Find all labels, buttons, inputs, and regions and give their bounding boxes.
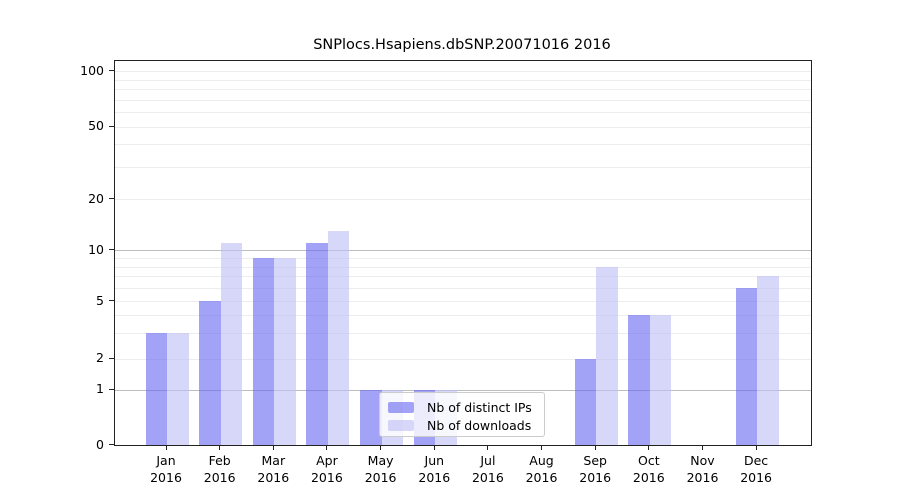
bar-ips-apr xyxy=(306,243,328,445)
x-tick-mark-sep xyxy=(594,445,596,450)
bar-ips-feb xyxy=(199,301,221,445)
x-tick-label-nov: Nov 2016 xyxy=(686,453,719,485)
legend-label: Nb of downloads xyxy=(427,417,532,433)
gridline-y-60 xyxy=(115,112,811,113)
legend: Nb of distinct IPs Nb of downloads xyxy=(379,392,545,437)
gridline-y-2 xyxy=(115,358,811,360)
gridline-y-3 xyxy=(115,333,811,335)
y-tick-label-1: 1 xyxy=(96,381,104,396)
legend-label: Nb of distinct IPs xyxy=(427,399,532,415)
bar-downloads-jan xyxy=(167,333,189,445)
chart-title: SNPlocs.Hsapiens.dbSNP.20071016 2016 xyxy=(313,37,611,53)
x-tick-mark-jan xyxy=(165,445,167,450)
x-tick-label-jan: Jan 2016 xyxy=(150,453,182,485)
y-tick-mark-2 xyxy=(109,357,114,359)
legend-item-distinct-ips: Nb of distinct IPs xyxy=(388,399,536,415)
x-tick-label-jun: Jun 2016 xyxy=(418,453,451,485)
bar-downloads-mar xyxy=(274,258,296,445)
gridline-major-y-1 xyxy=(115,389,811,391)
y-tick-label-20: 20 xyxy=(88,190,104,206)
gridline-y-8 xyxy=(115,266,811,268)
bar-ips-jan xyxy=(145,333,167,445)
y-tick-label-100: 100 xyxy=(80,62,104,78)
x-tick-label-oct: Oct 2016 xyxy=(632,453,665,485)
y-tick-label-0: 0 xyxy=(96,436,104,452)
x-tick-mark-apr xyxy=(326,445,328,450)
y-tick-mark-100 xyxy=(109,70,114,71)
y-tick-mark-50 xyxy=(109,125,114,127)
gridline-y-4 xyxy=(115,315,811,316)
bar-ips-oct xyxy=(628,315,650,445)
gridline-y-70 xyxy=(115,99,811,101)
bar-downloads-dec xyxy=(757,276,779,445)
y-tick-mark-1 xyxy=(109,388,114,390)
x-tick-mark-mar xyxy=(272,445,274,450)
gridline-y-5 xyxy=(115,301,811,302)
x-tick-mark-jun xyxy=(433,445,435,450)
x-tick-mark-aug xyxy=(541,445,542,450)
gridline-y-6 xyxy=(115,287,811,289)
x-tick-label-jul: Jul 2016 xyxy=(471,453,504,485)
bar-ips-may xyxy=(360,389,382,445)
gridline-y-90 xyxy=(115,79,811,81)
gridline-y-9 xyxy=(115,258,811,259)
gridline-y-100 xyxy=(115,71,811,72)
gridline-y-20 xyxy=(115,199,811,201)
x-tick-label-apr: Apr 2016 xyxy=(310,453,343,485)
legend-item-downloads: Nb of downloads xyxy=(388,417,536,433)
gridline-y-7 xyxy=(115,276,811,278)
gridline-y-40 xyxy=(115,144,811,146)
x-tick-mark-nov xyxy=(702,445,703,450)
x-tick-label-sep: Sep 2016 xyxy=(579,453,612,485)
x-tick-mark-jul xyxy=(487,445,489,450)
y-tick-label-2: 2 xyxy=(96,350,104,365)
bar-downloads-oct xyxy=(649,315,672,445)
y-tick-label-50: 50 xyxy=(88,118,104,134)
bar-ips-dec xyxy=(735,287,758,445)
gridline-y-80 xyxy=(115,88,811,90)
legend-swatch-downloads xyxy=(388,419,414,431)
x-tick-label-aug: Aug 2016 xyxy=(525,453,558,485)
x-tick-mark-dec xyxy=(755,445,757,450)
bar-ips-sep xyxy=(574,358,597,445)
x-tick-label-mar: Mar 2016 xyxy=(257,453,290,485)
y-tick-label-10: 10 xyxy=(88,241,104,257)
bar-downloads-feb xyxy=(220,243,243,445)
x-tick-label-may: May 2016 xyxy=(364,453,397,485)
bar-ips-mar xyxy=(252,258,275,445)
x-tick-mark-may xyxy=(380,445,382,450)
bar-downloads-apr xyxy=(327,231,350,445)
gridline-y-50 xyxy=(115,126,811,128)
x-tick-mark-oct xyxy=(648,445,650,450)
x-tick-label-dec: Dec 2016 xyxy=(740,453,772,485)
x-tick-label-feb: Feb 2016 xyxy=(203,453,236,485)
y-tick-mark-5 xyxy=(109,300,114,301)
y-tick-label-5: 5 xyxy=(96,292,104,308)
x-tick-mark-feb xyxy=(219,445,221,450)
bar-downloads-sep xyxy=(596,266,618,445)
y-tick-mark-0 xyxy=(109,444,114,445)
gridline-y-30 xyxy=(115,167,811,169)
y-tick-mark-20 xyxy=(109,198,114,200)
plot-area xyxy=(114,60,812,446)
legend-swatch-distinct-ips xyxy=(388,401,414,413)
y-tick-mark-10 xyxy=(109,249,114,251)
gridline-major-y-10 xyxy=(115,250,811,252)
